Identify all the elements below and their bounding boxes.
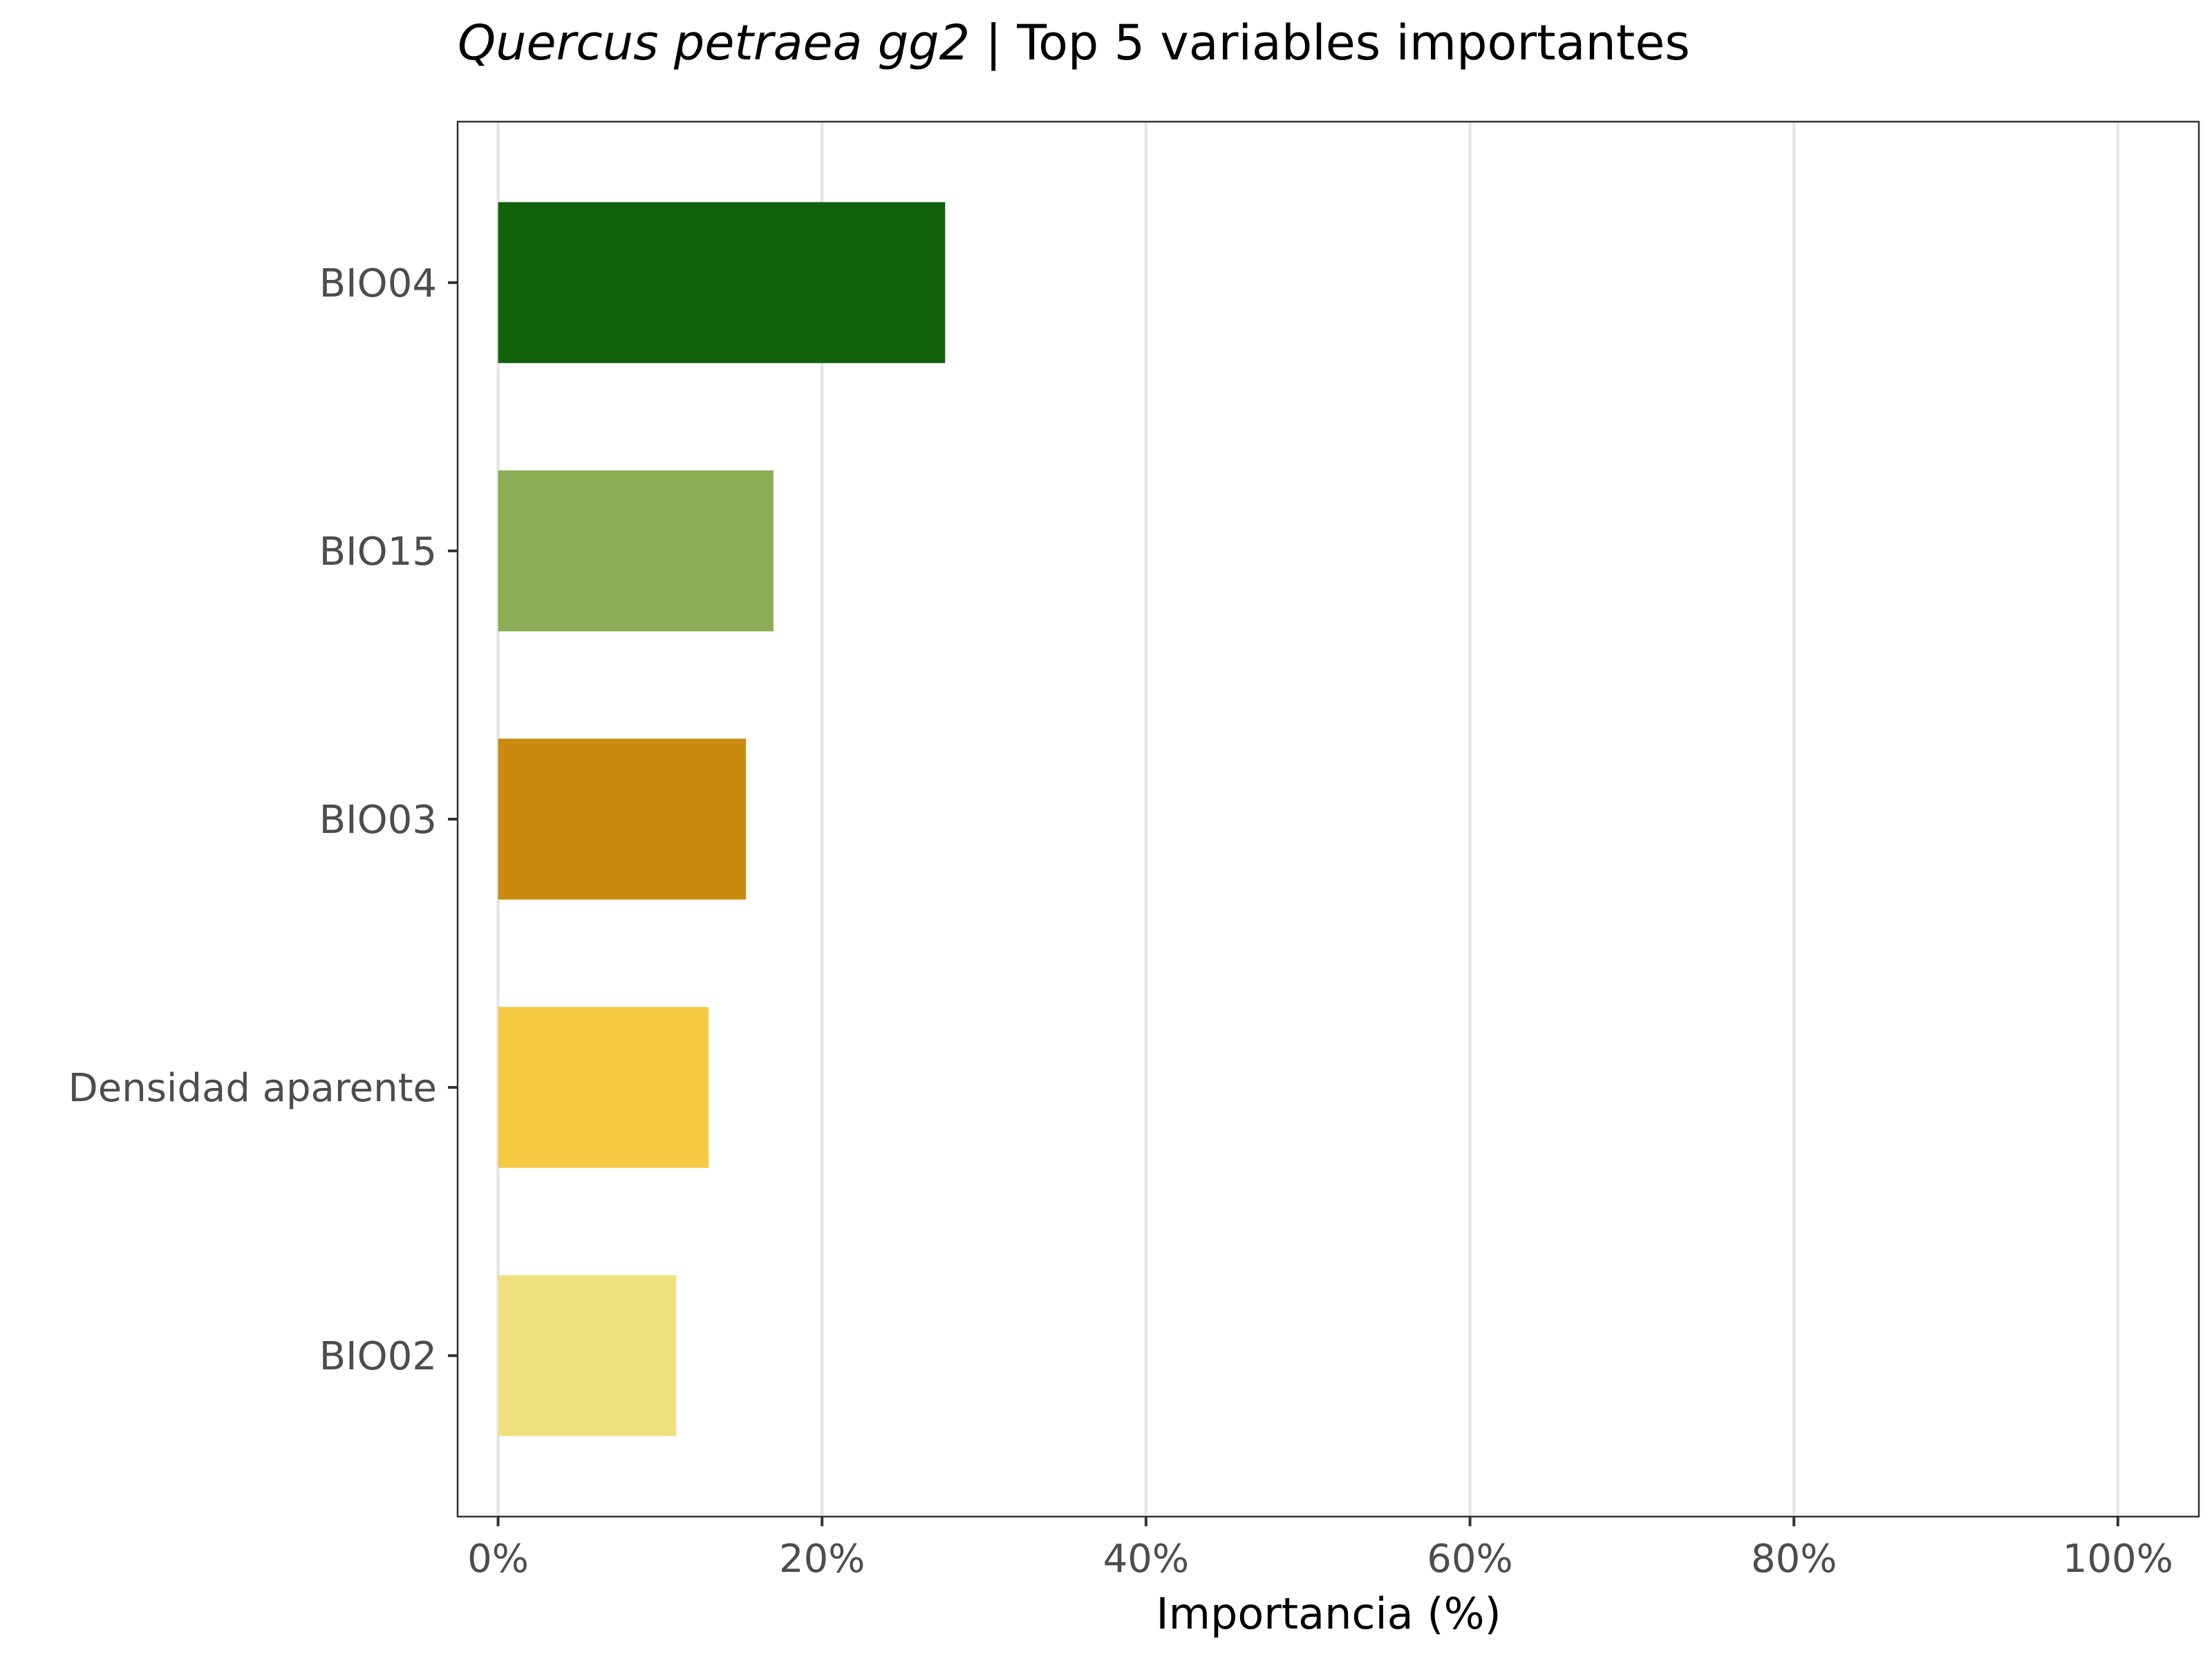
- bar-bio15: [498, 470, 774, 632]
- y-axis: BIO04 BIO15 BIO03 Densidad aparente BIO02: [68, 261, 458, 1379]
- y-tick-label: BIO02: [319, 1334, 437, 1379]
- bars: [498, 202, 946, 1436]
- x-tick-label: 80%: [1751, 1537, 1837, 1582]
- x-tick-label: 40%: [1103, 1537, 1189, 1582]
- chart-title-suffix: | Top 5 variables importantes: [970, 15, 1690, 71]
- x-axis: 0% 20% 40% 60% 80% 100%: [467, 1517, 2173, 1582]
- bar-bio04: [498, 202, 946, 364]
- y-tick-label: BIO03: [319, 798, 437, 843]
- bar-bio03: [498, 738, 747, 900]
- x-tick-label: 60%: [1427, 1537, 1512, 1582]
- x-tick-label: 0%: [467, 1537, 529, 1582]
- x-tick-label: 20%: [779, 1537, 865, 1582]
- x-tick-label: 100%: [2063, 1537, 2173, 1582]
- chart-title-species: Quercus petraea gg2: [458, 15, 970, 71]
- bar-densidad-aparente: [498, 1006, 709, 1168]
- x-axis-title: Importancia (%): [1156, 1588, 1501, 1639]
- y-tick-label: BIO04: [319, 261, 437, 306]
- chart-title: Quercus petraea gg2 | Top 5 variables im…: [458, 15, 1690, 71]
- bar-bio02: [498, 1275, 677, 1436]
- y-tick-label: BIO15: [319, 529, 437, 574]
- y-tick-label: Densidad aparente: [68, 1066, 437, 1111]
